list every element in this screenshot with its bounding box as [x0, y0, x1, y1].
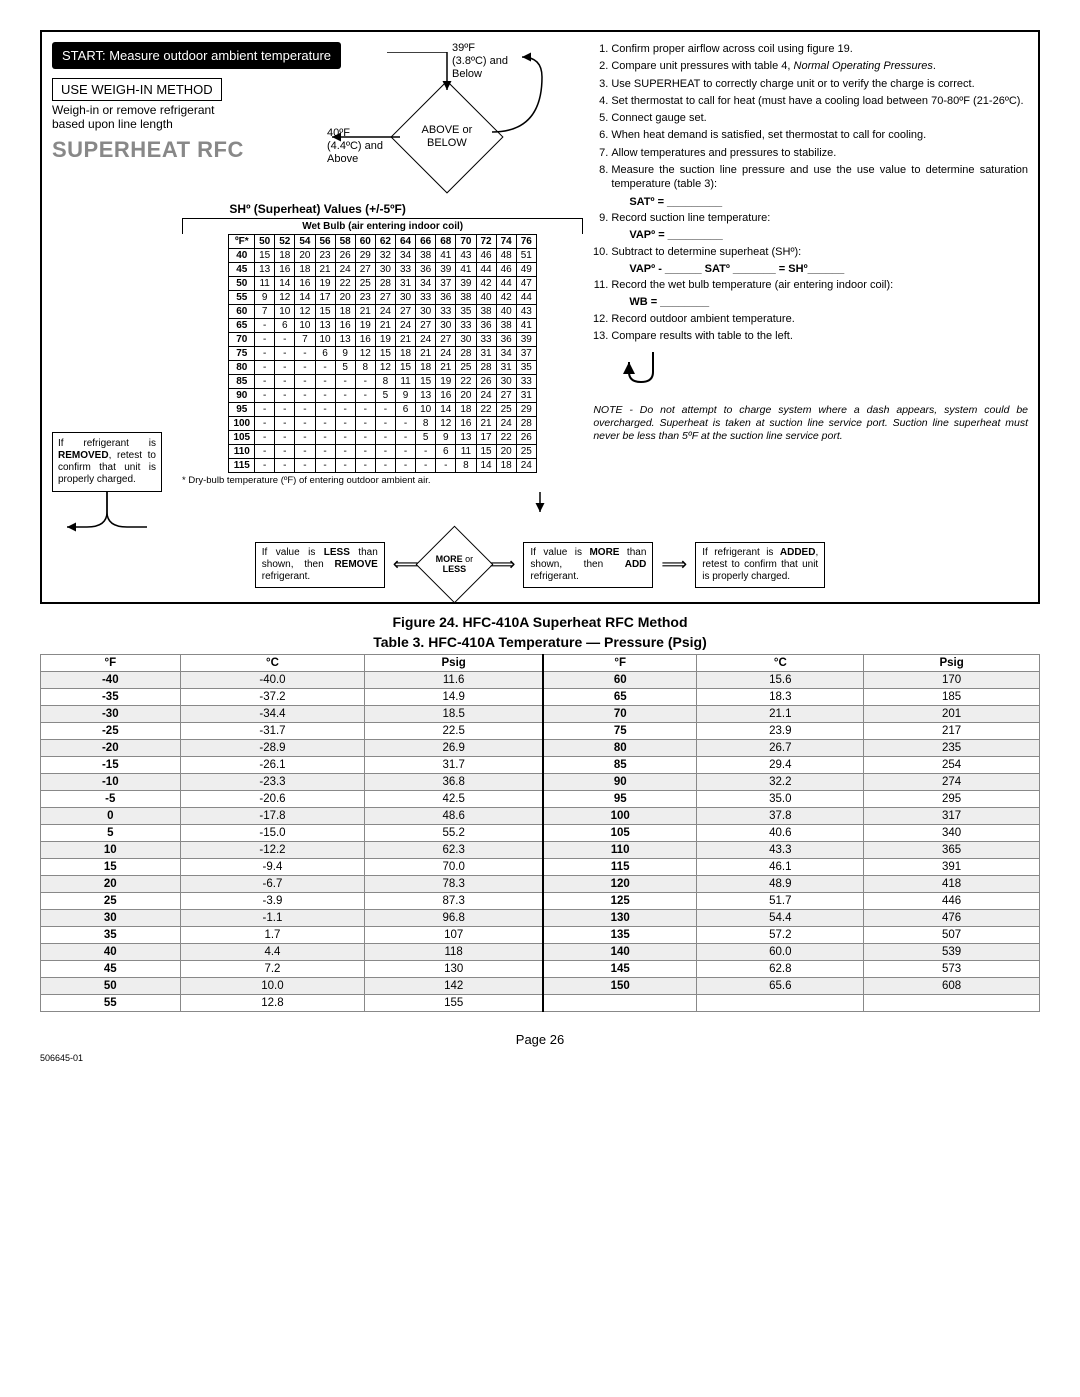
- step-item: Set thermostat to call for heat (must ha…: [611, 94, 1028, 108]
- right-arrow2-icon: ⟹: [661, 554, 687, 575]
- step-item: Compare results with table to the left.: [611, 329, 1028, 343]
- blank-field: SATº = _________: [629, 195, 1028, 209]
- superheat-table: ºF*5052545658606264666870727476401518202…: [228, 234, 536, 473]
- start-box: START: Measure outdoor ambient temperatu…: [52, 42, 341, 69]
- step-item: Confirm proper airflow across coil using…: [611, 42, 1028, 56]
- italic-note: NOTE - Do not attempt to charge system w…: [593, 404, 1028, 443]
- blank-field: VAPº = _________: [629, 228, 1028, 242]
- step-item: Subtract to determine superheat (SHº):: [611, 245, 1028, 259]
- more-less-diamond: MORE orLESS: [415, 526, 493, 604]
- page-number: Page 26: [40, 1032, 1040, 1047]
- step-item: Record outdoor ambient temperature.: [611, 312, 1028, 326]
- bottom-flow: If value is LESS than shown, then REMOVE…: [52, 537, 1028, 592]
- pressure-table: °F°CPsig°F°CPsig-40-40.011.66015.6170-35…: [40, 654, 1040, 1012]
- added-box: If refrigerant is ADDED, retest to confi…: [695, 542, 825, 588]
- step-item: Record suction line temperature:: [611, 211, 1028, 225]
- doc-number: 506645-01: [40, 1053, 1040, 1063]
- steps-column: Confirm proper airflow across coil using…: [593, 42, 1028, 486]
- step-item: Measure the suction line pressure and us…: [611, 163, 1028, 192]
- sh-table-title: SHº (Superheat) Values (+/-5ºF): [52, 202, 583, 216]
- blank-field: VAPº - ______ SATº _______ = SHº______: [629, 262, 1028, 276]
- flow-arrows: [332, 52, 552, 192]
- retest-arrow-icon: [52, 492, 162, 532]
- down-to-decision-arrow: [525, 492, 555, 517]
- more-box: If value is MORE than shown, then ADD re…: [523, 542, 653, 588]
- wet-bulb-header: Wet Bulb (air entering indoor coil): [182, 218, 583, 234]
- figure-border: START: Measure outdoor ambient temperatu…: [40, 30, 1040, 604]
- step-item: When heat demand is satisfied, set therm…: [611, 128, 1028, 142]
- less-box: If value is LESS than shown, then REMOVE…: [255, 542, 385, 588]
- step-item: Connect gauge set.: [611, 111, 1028, 125]
- figure-title: Figure 24. HFC-410A Superheat RFC Method: [40, 614, 1040, 630]
- sh-footnote: * Dry-bulb temperature (ºF) of entering …: [182, 475, 583, 486]
- right-arrow-icon: ⟹: [490, 554, 516, 575]
- flowchart-area: START: Measure outdoor ambient temperatu…: [52, 42, 583, 486]
- weigh-in-box: USE WEIGH-IN METHOD: [52, 78, 222, 101]
- step-item: Allow temperatures and pressures to stab…: [611, 146, 1028, 160]
- removed-note-box: If refrigerant is REMOVED, retest to con…: [52, 432, 162, 492]
- step-item: Compare unit pressures with table 4, Nor…: [611, 59, 1028, 73]
- step-item: Record the wet bulb temperature (air ent…: [611, 278, 1028, 292]
- down-arrow-icon: [623, 347, 1028, 395]
- table-title: Table 3. HFC-410A Temperature — Pressure…: [40, 634, 1040, 650]
- blank-field: WB = ________: [629, 295, 1028, 309]
- step-item: Use SUPERHEAT to correctly charge unit o…: [611, 77, 1028, 91]
